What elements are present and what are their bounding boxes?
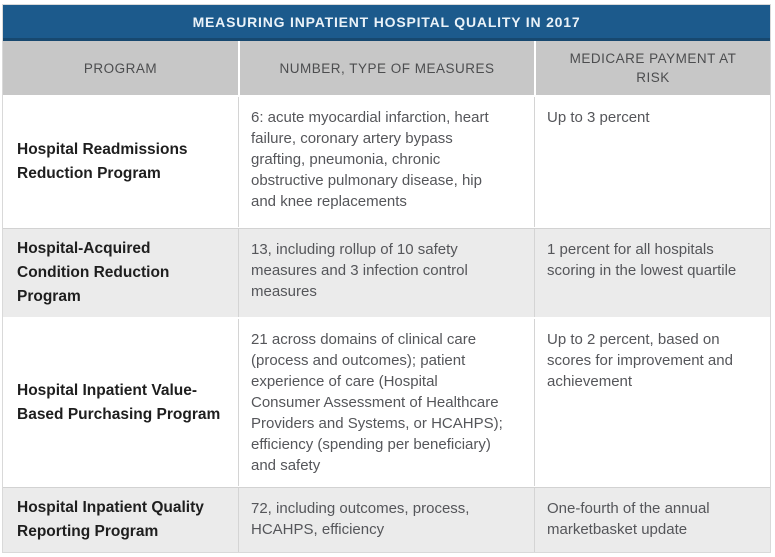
measures-cell: 21 across domains of clinical care (proc… [238,319,534,486]
table-row-value-based-purchasing: Hospital Inpatient Value-Based Purchasin… [3,319,770,486]
measures-cell: 13, including rollup of 10 safety measur… [238,229,534,317]
header-row: PROGRAM NUMBER, TYPE OF MEASURES MEDICAR… [3,41,770,95]
payment-cell: 1 percent for all hospitals scoring in t… [534,229,770,317]
payment-cell: Up to 2 percent, based on scores for imp… [534,319,770,486]
program-name: Hospital Readmissions Reduction Program [17,141,188,182]
table-row-quality-reporting: Hospital Inpatient Quality Reporting Pro… [3,488,770,552]
table-title: MEASURING INPATIENT HOSPITAL QUALITY IN … [192,13,581,30]
program-name: Hospital-Acquired Condition Reduction Pr… [17,240,170,305]
measures-cell: 6: acute myocardial infarction, heart fa… [238,97,534,227]
program-name: Hospital Inpatient Value-Based Purchasin… [17,381,221,423]
column-header-payment: MEDICARE PAYMENT AT RISK [534,41,770,95]
column-header-measures: NUMBER, TYPE OF MEASURES [238,41,534,95]
table-body: PROGRAM NUMBER, TYPE OF MEASURES MEDICAR… [3,41,770,552]
program-name: Hospital Inpatient Quality Reporting Pro… [17,499,204,540]
column-header-program: PROGRAM [83,60,158,76]
table-row-hospital-acquired-condition: Hospital-Acquired Condition Reduction Pr… [3,229,770,317]
table-title-bar: MEASURING INPATIENT HOSPITAL QUALITY IN … [3,5,770,41]
table-row-readmissions: Hospital Readmissions Reduction Program … [3,97,770,227]
hospital-quality-table: MEASURING INPATIENT HOSPITAL QUALITY IN … [2,4,771,553]
measures-cell: 72, including outcomes, process, HCAHPS,… [238,488,534,552]
payment-cell: One-fourth of the annual marketbasket up… [534,488,770,552]
payment-cell: Up to 3 percent [534,97,770,227]
